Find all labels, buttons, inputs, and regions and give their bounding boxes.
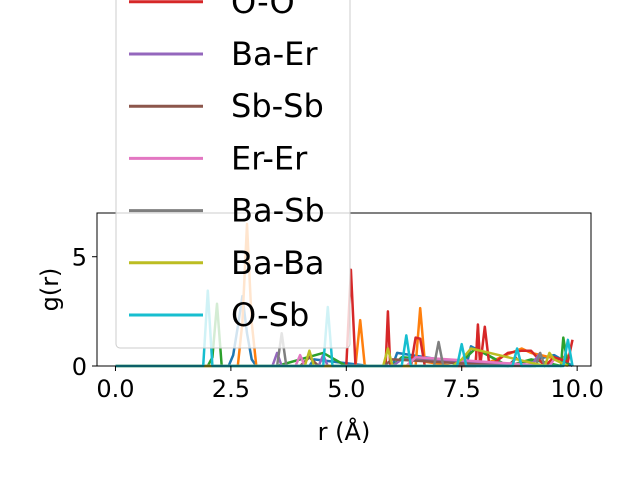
x-tick-label: 7.5 <box>443 375 481 403</box>
legend-label: Sb-Sb <box>231 87 324 125</box>
legend-label: Ba-Ba <box>231 244 325 282</box>
y-tick-label: 5 <box>72 244 87 272</box>
legend-label: O-Sb <box>231 296 309 334</box>
x-axis-ticks: 0.0 2.5 5.0 7.5 10.0 <box>96 366 604 403</box>
x-axis-label: r (Å) <box>318 417 371 446</box>
series-line-7 <box>115 331 546 368</box>
legend-label: Ba-Er <box>231 35 318 73</box>
x-tick-label: 10.0 <box>550 375 603 403</box>
y-axis-label: g(r) <box>36 268 64 312</box>
legend-label: Ba-Sb <box>231 192 325 230</box>
legend: Ba-OSb-OEr-OO-OBa-ErSb-SbEr-ErBa-SbBa-Ba… <box>115 0 351 349</box>
x-tick-label: 0.0 <box>96 375 134 403</box>
legend-label: O-O <box>231 0 295 21</box>
y-tick-label: 0 <box>72 353 87 381</box>
x-tick-label: 5.0 <box>327 375 365 403</box>
legend-label: Er-Er <box>231 139 308 177</box>
y-axis-ticks: 05 <box>72 244 97 381</box>
legend-box <box>115 0 351 349</box>
x-tick-label: 2.5 <box>212 375 250 403</box>
